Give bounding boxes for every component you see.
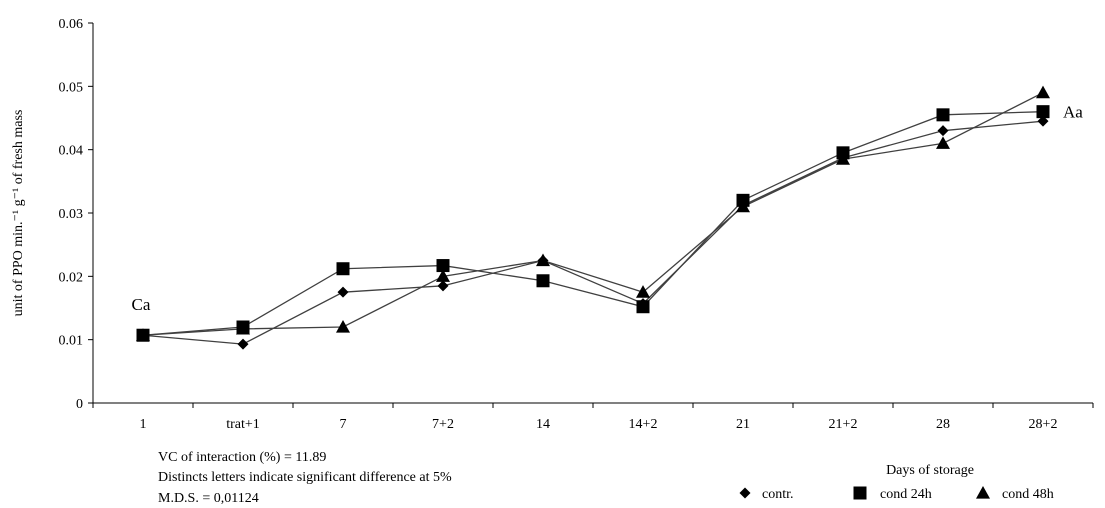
- data-point-triangle: [336, 320, 350, 333]
- data-point-triangle: [436, 269, 450, 282]
- annotation-layer: Ca Aa: [132, 103, 1084, 315]
- y-tick-label: 0.06: [59, 17, 84, 32]
- x-tick-label: 7+2: [432, 417, 454, 432]
- y-tick-label: 0.05: [59, 80, 84, 95]
- legend-item: cond 48h: [976, 486, 1054, 502]
- x-tick-label: 1: [140, 417, 147, 432]
- legend-label: cond 48h: [1002, 487, 1054, 502]
- series-line: [142, 92, 1044, 336]
- legend-marker-diamond: [739, 487, 751, 499]
- y-tick-label: 0.01: [59, 334, 84, 349]
- series-markers-triangle: [136, 85, 1050, 341]
- y-ticks: 0 0.01 0.02 0.03 0.04 0.05 0.06: [59, 17, 93, 412]
- data-point-diamond: [1037, 115, 1049, 127]
- data-point-square: [336, 262, 350, 276]
- legend-marker-square: [853, 486, 867, 500]
- data-point-diamond: [937, 125, 949, 137]
- legend-item: cond 24h: [853, 486, 932, 502]
- x-tick-label: 28+2: [1029, 417, 1058, 432]
- data-point-square: [436, 259, 450, 273]
- data-point-triangle: [936, 136, 950, 149]
- x-ticks: 1 trat+1 7 7+2 14 14+2 21 21+2 28 28+2: [92, 403, 1094, 432]
- legend: Days of storage contr. cond 24h cond 48h: [739, 463, 1054, 502]
- x-tick-label: trat+1: [226, 417, 260, 432]
- series-layer: [136, 85, 1050, 350]
- data-point-diamond: [337, 286, 349, 298]
- legend-items: contr. cond 24h cond 48h: [739, 486, 1054, 502]
- data-point-square: [636, 300, 650, 314]
- series-square: [142, 111, 1044, 336]
- series-line: [142, 111, 1044, 336]
- y-tick-label: 0: [76, 397, 83, 412]
- x-tick-label: 21+2: [829, 417, 858, 432]
- data-point-square: [936, 108, 950, 122]
- data-point-triangle: [1036, 85, 1050, 99]
- annotation-label: Ca: [132, 295, 151, 314]
- legend-label: cond 24h: [880, 487, 932, 502]
- y-tick-label: 0.04: [59, 144, 84, 159]
- x-tick-label: 7: [340, 417, 347, 432]
- y-tick-label: 0.02: [59, 270, 84, 285]
- data-point-triangle: [136, 328, 150, 341]
- data-point-triangle: [536, 253, 550, 267]
- series-diamond: [142, 120, 1044, 345]
- data-point-square: [1036, 105, 1050, 119]
- x-tick-label: 14+2: [629, 417, 658, 432]
- data-point-triangle: [636, 285, 650, 298]
- y-tick-label: 0.03: [59, 207, 84, 222]
- series-markers-square: [136, 105, 1050, 342]
- data-point-diamond: [437, 280, 449, 292]
- legend-item: contr.: [739, 487, 794, 502]
- note-mds: M.D.S. = 0,01124: [158, 491, 259, 506]
- data-point-square: [536, 274, 550, 288]
- legend-label: contr.: [762, 487, 794, 502]
- data-point-triangle: [236, 321, 250, 335]
- data-point-triangle: [736, 199, 750, 213]
- x-tick-label: 21: [736, 417, 750, 432]
- note-vc: VC of interaction (%) = 11.89: [158, 450, 326, 465]
- y-axis-label: unit of PPO min.⁻¹ g⁻¹ of fresh mass: [11, 110, 26, 317]
- x-tick-label: 28: [936, 417, 950, 432]
- data-point-triangle: [836, 152, 850, 165]
- data-point-diamond: [237, 338, 249, 350]
- plot-area: 00.010.020.030.040.050.06 1 trat+1 7 7+2 14 1…: [59, 17, 1094, 432]
- annotation-label: Aa: [1063, 103, 1083, 122]
- legend-marker-triangle: [976, 486, 990, 499]
- x-tick-label: 14: [536, 417, 550, 432]
- series-line: [142, 120, 1044, 345]
- series-markers-diamond: [137, 115, 1049, 350]
- series-triangle: [142, 92, 1044, 336]
- notes: VC of interaction (%) = 11.89 Distincts …: [158, 450, 452, 506]
- note-significance: Distincts letters indicate significant d…: [158, 470, 452, 485]
- legend-title: Days of storage: [886, 463, 974, 478]
